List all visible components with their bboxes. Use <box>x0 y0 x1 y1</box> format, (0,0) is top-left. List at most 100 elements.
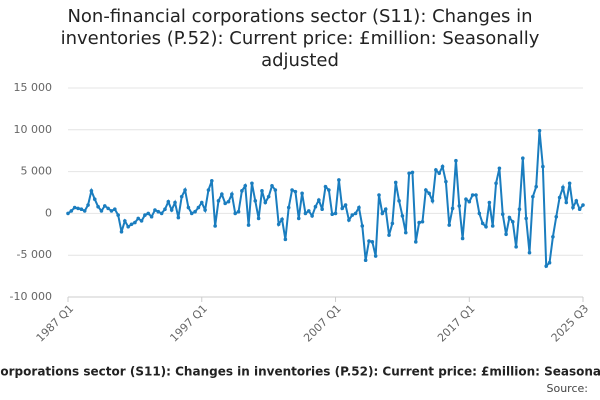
point <box>514 245 518 249</box>
point <box>243 184 248 188</box>
point <box>166 199 171 204</box>
point <box>300 191 304 196</box>
y-tick-label: -5 000 <box>17 248 52 261</box>
x-tick-label: 2025 Q3 <box>549 302 592 345</box>
point <box>102 204 107 208</box>
point <box>66 211 70 216</box>
point <box>497 166 502 171</box>
point <box>236 209 241 214</box>
point <box>504 232 508 237</box>
point <box>581 203 585 207</box>
point <box>113 207 117 212</box>
point <box>199 200 204 205</box>
point <box>350 213 355 217</box>
point <box>173 200 177 205</box>
point <box>149 214 154 219</box>
point <box>507 215 512 220</box>
point <box>136 216 141 221</box>
point <box>186 205 191 210</box>
point <box>494 181 498 186</box>
point <box>189 211 194 216</box>
point <box>500 212 505 217</box>
point <box>417 220 421 225</box>
point <box>176 215 181 220</box>
point <box>517 207 522 212</box>
point <box>424 188 428 192</box>
point <box>420 219 425 224</box>
point <box>393 180 398 185</box>
y-tick-label: 0 <box>45 206 52 219</box>
point <box>370 240 375 244</box>
point <box>256 216 261 221</box>
point <box>209 178 214 183</box>
y-tick-label: 10 000 <box>14 123 53 136</box>
point <box>531 194 535 199</box>
point <box>310 214 314 218</box>
point <box>377 193 381 197</box>
point <box>447 223 452 227</box>
point <box>430 199 435 203</box>
point <box>123 219 127 223</box>
point <box>196 205 201 210</box>
point <box>450 206 455 211</box>
point <box>323 184 328 189</box>
point <box>434 168 438 172</box>
point <box>119 229 124 234</box>
point <box>397 199 401 203</box>
point <box>484 224 488 229</box>
x-tick-label: 2007 Q1 <box>301 302 344 345</box>
y-tick-label: 5 000 <box>21 165 53 178</box>
point <box>470 193 475 197</box>
point <box>577 207 582 212</box>
point <box>410 170 415 175</box>
line <box>67 130 584 269</box>
point <box>383 207 388 212</box>
point <box>203 208 207 212</box>
point <box>557 195 562 200</box>
point <box>260 189 264 193</box>
point <box>79 207 84 212</box>
point <box>109 209 114 213</box>
point <box>99 209 104 213</box>
x-tick-label: 1987 Q1 <box>34 302 77 345</box>
point <box>206 188 211 192</box>
point <box>220 192 224 196</box>
point <box>347 218 351 222</box>
point <box>547 260 552 265</box>
point <box>76 206 80 211</box>
point <box>139 219 144 223</box>
y-tick-label: 15 000 <box>14 81 53 94</box>
point <box>92 197 97 201</box>
point <box>367 239 371 243</box>
point <box>276 222 281 227</box>
point <box>273 188 278 192</box>
point <box>143 213 147 217</box>
point <box>240 189 244 193</box>
point <box>490 224 495 228</box>
point <box>467 199 472 204</box>
point <box>387 233 391 237</box>
point <box>544 264 549 268</box>
point <box>521 156 525 161</box>
source: Source: <box>547 382 589 395</box>
point <box>86 203 90 207</box>
point <box>169 208 174 212</box>
x-tick-label: 1997 Q1 <box>167 302 210 345</box>
point <box>480 221 485 226</box>
point <box>437 171 442 176</box>
point <box>213 224 217 228</box>
point <box>460 236 465 241</box>
point <box>537 128 542 133</box>
point <box>126 224 130 229</box>
point <box>524 216 528 221</box>
point <box>510 219 515 224</box>
point <box>96 204 100 209</box>
point <box>159 211 164 216</box>
point <box>360 224 365 228</box>
point <box>477 211 482 216</box>
point <box>340 206 345 211</box>
point <box>457 204 462 208</box>
point <box>286 205 291 210</box>
point <box>554 214 559 219</box>
